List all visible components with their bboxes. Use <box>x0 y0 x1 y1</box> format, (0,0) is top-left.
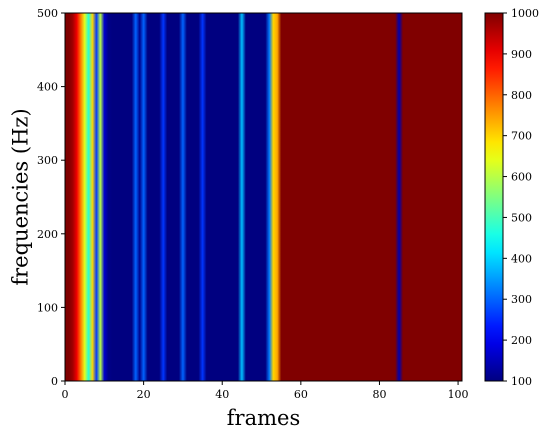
y-tick-label: 0 <box>51 375 58 388</box>
x-tick-label: 60 <box>294 388 308 401</box>
colorbar-tick-label: 700 <box>511 130 532 143</box>
y-tick-label: 500 <box>37 7 58 20</box>
colorbar-ticks: 100 200 300 400 500 600 700 800 900 1000 <box>503 7 539 388</box>
plot-area: 0 20 40 60 80 100 0 100 200 300 400 500 <box>37 7 469 401</box>
x-tick-label: 100 <box>448 388 469 401</box>
colorbar-tick-label: 800 <box>511 89 532 102</box>
y-axis-label: frequencies (Hz) <box>9 108 33 285</box>
colorbar-tick-label: 100 <box>511 375 532 388</box>
colorbar-tick-label: 400 <box>511 252 532 265</box>
heatmap-image <box>65 13 462 381</box>
y-axis-ticks: 0 100 200 300 400 500 <box>37 7 65 388</box>
x-tick-label: 20 <box>137 388 151 401</box>
y-tick-label: 300 <box>37 154 58 167</box>
colorbar-tick-label: 600 <box>511 171 532 184</box>
y-tick-label: 100 <box>37 301 58 314</box>
colorbar-frame <box>484 12 504 382</box>
x-tick-label: 40 <box>215 388 229 401</box>
colorbar-tick-label: 200 <box>511 334 532 347</box>
y-tick-label: 200 <box>37 228 58 241</box>
y-tick-label: 400 <box>37 81 58 94</box>
colorbar-tick-label: 1000 <box>511 7 539 20</box>
x-tick-label: 0 <box>62 388 69 401</box>
x-axis-label: frames <box>227 406 300 430</box>
plot-frame <box>64 12 463 382</box>
colorbar-gradient-bar <box>485 13 503 381</box>
colorbar-tick-label: 300 <box>511 293 532 306</box>
colorbar: 100 200 300 400 500 600 700 800 900 1000 <box>484 7 539 388</box>
x-axis-ticks: 0 20 40 60 80 100 <box>62 381 469 401</box>
colorbar-tick-label: 500 <box>511 211 532 224</box>
x-tick-label: 80 <box>372 388 386 401</box>
colorbar-tick-label: 900 <box>511 48 532 61</box>
